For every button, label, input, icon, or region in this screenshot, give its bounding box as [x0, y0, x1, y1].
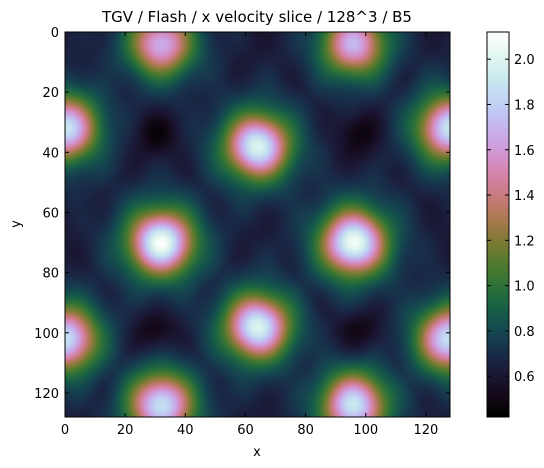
- y-axis-label: y: [9, 220, 24, 228]
- x-axis-label: x: [253, 445, 261, 460]
- colorbar-tick-label: 2.0: [514, 53, 535, 68]
- chart-title: TGV / Flash / x velocity slice / 128^3 /…: [101, 8, 412, 26]
- colorbar-tick-label: 1.8: [514, 98, 535, 113]
- colorbar: 0.6 0.8 1.0 1.2 1.4 1.6 1.8 2.0: [486, 31, 535, 418]
- colorbar-ticks: 0.6 0.8 1.0 1.2 1.4 1.6 1.8 2.0: [487, 53, 535, 385]
- x-tick-label: 100: [353, 423, 378, 438]
- x-axis: 0 20 40 60 80 100 120: [61, 32, 438, 438]
- y-tick-label: 0: [51, 26, 59, 41]
- y-tick-label: 80: [42, 267, 59, 282]
- heatmap-image: [65, 32, 450, 417]
- heatmap-plot-area: 0 20 40 60 80 100 120 0 20 40 60 80 100 120: [34, 26, 451, 438]
- x-tick-label: 60: [237, 423, 254, 438]
- colorbar-tick-label: 0.8: [514, 325, 535, 340]
- y-tick-label: 60: [42, 206, 59, 221]
- colorbar-frame: [486, 31, 510, 418]
- y-axis: 0 20 40 60 80 100 120: [34, 26, 450, 402]
- colorbar-tick-label: 1.0: [514, 280, 535, 295]
- x-tick-label: 40: [177, 423, 194, 438]
- x-tick-label: 0: [61, 423, 69, 438]
- colorbar-tick-label: 1.4: [514, 189, 535, 204]
- x-tick-label: 120: [414, 423, 439, 438]
- y-tick-label: 40: [42, 146, 59, 161]
- plot-frame: [64, 31, 451, 418]
- y-tick-label: 100: [34, 327, 59, 342]
- x-tick-label: 80: [297, 423, 314, 438]
- colorbar-tick-label: 1.6: [514, 144, 535, 159]
- x-tick-label: 20: [117, 423, 134, 438]
- y-tick-label: 20: [42, 86, 59, 101]
- colorbar-tick-label: 0.6: [514, 370, 535, 385]
- colorbar-gradient: [487, 32, 509, 417]
- y-tick-label: 120: [34, 387, 59, 402]
- colorbar-tick-label: 1.2: [514, 234, 535, 249]
